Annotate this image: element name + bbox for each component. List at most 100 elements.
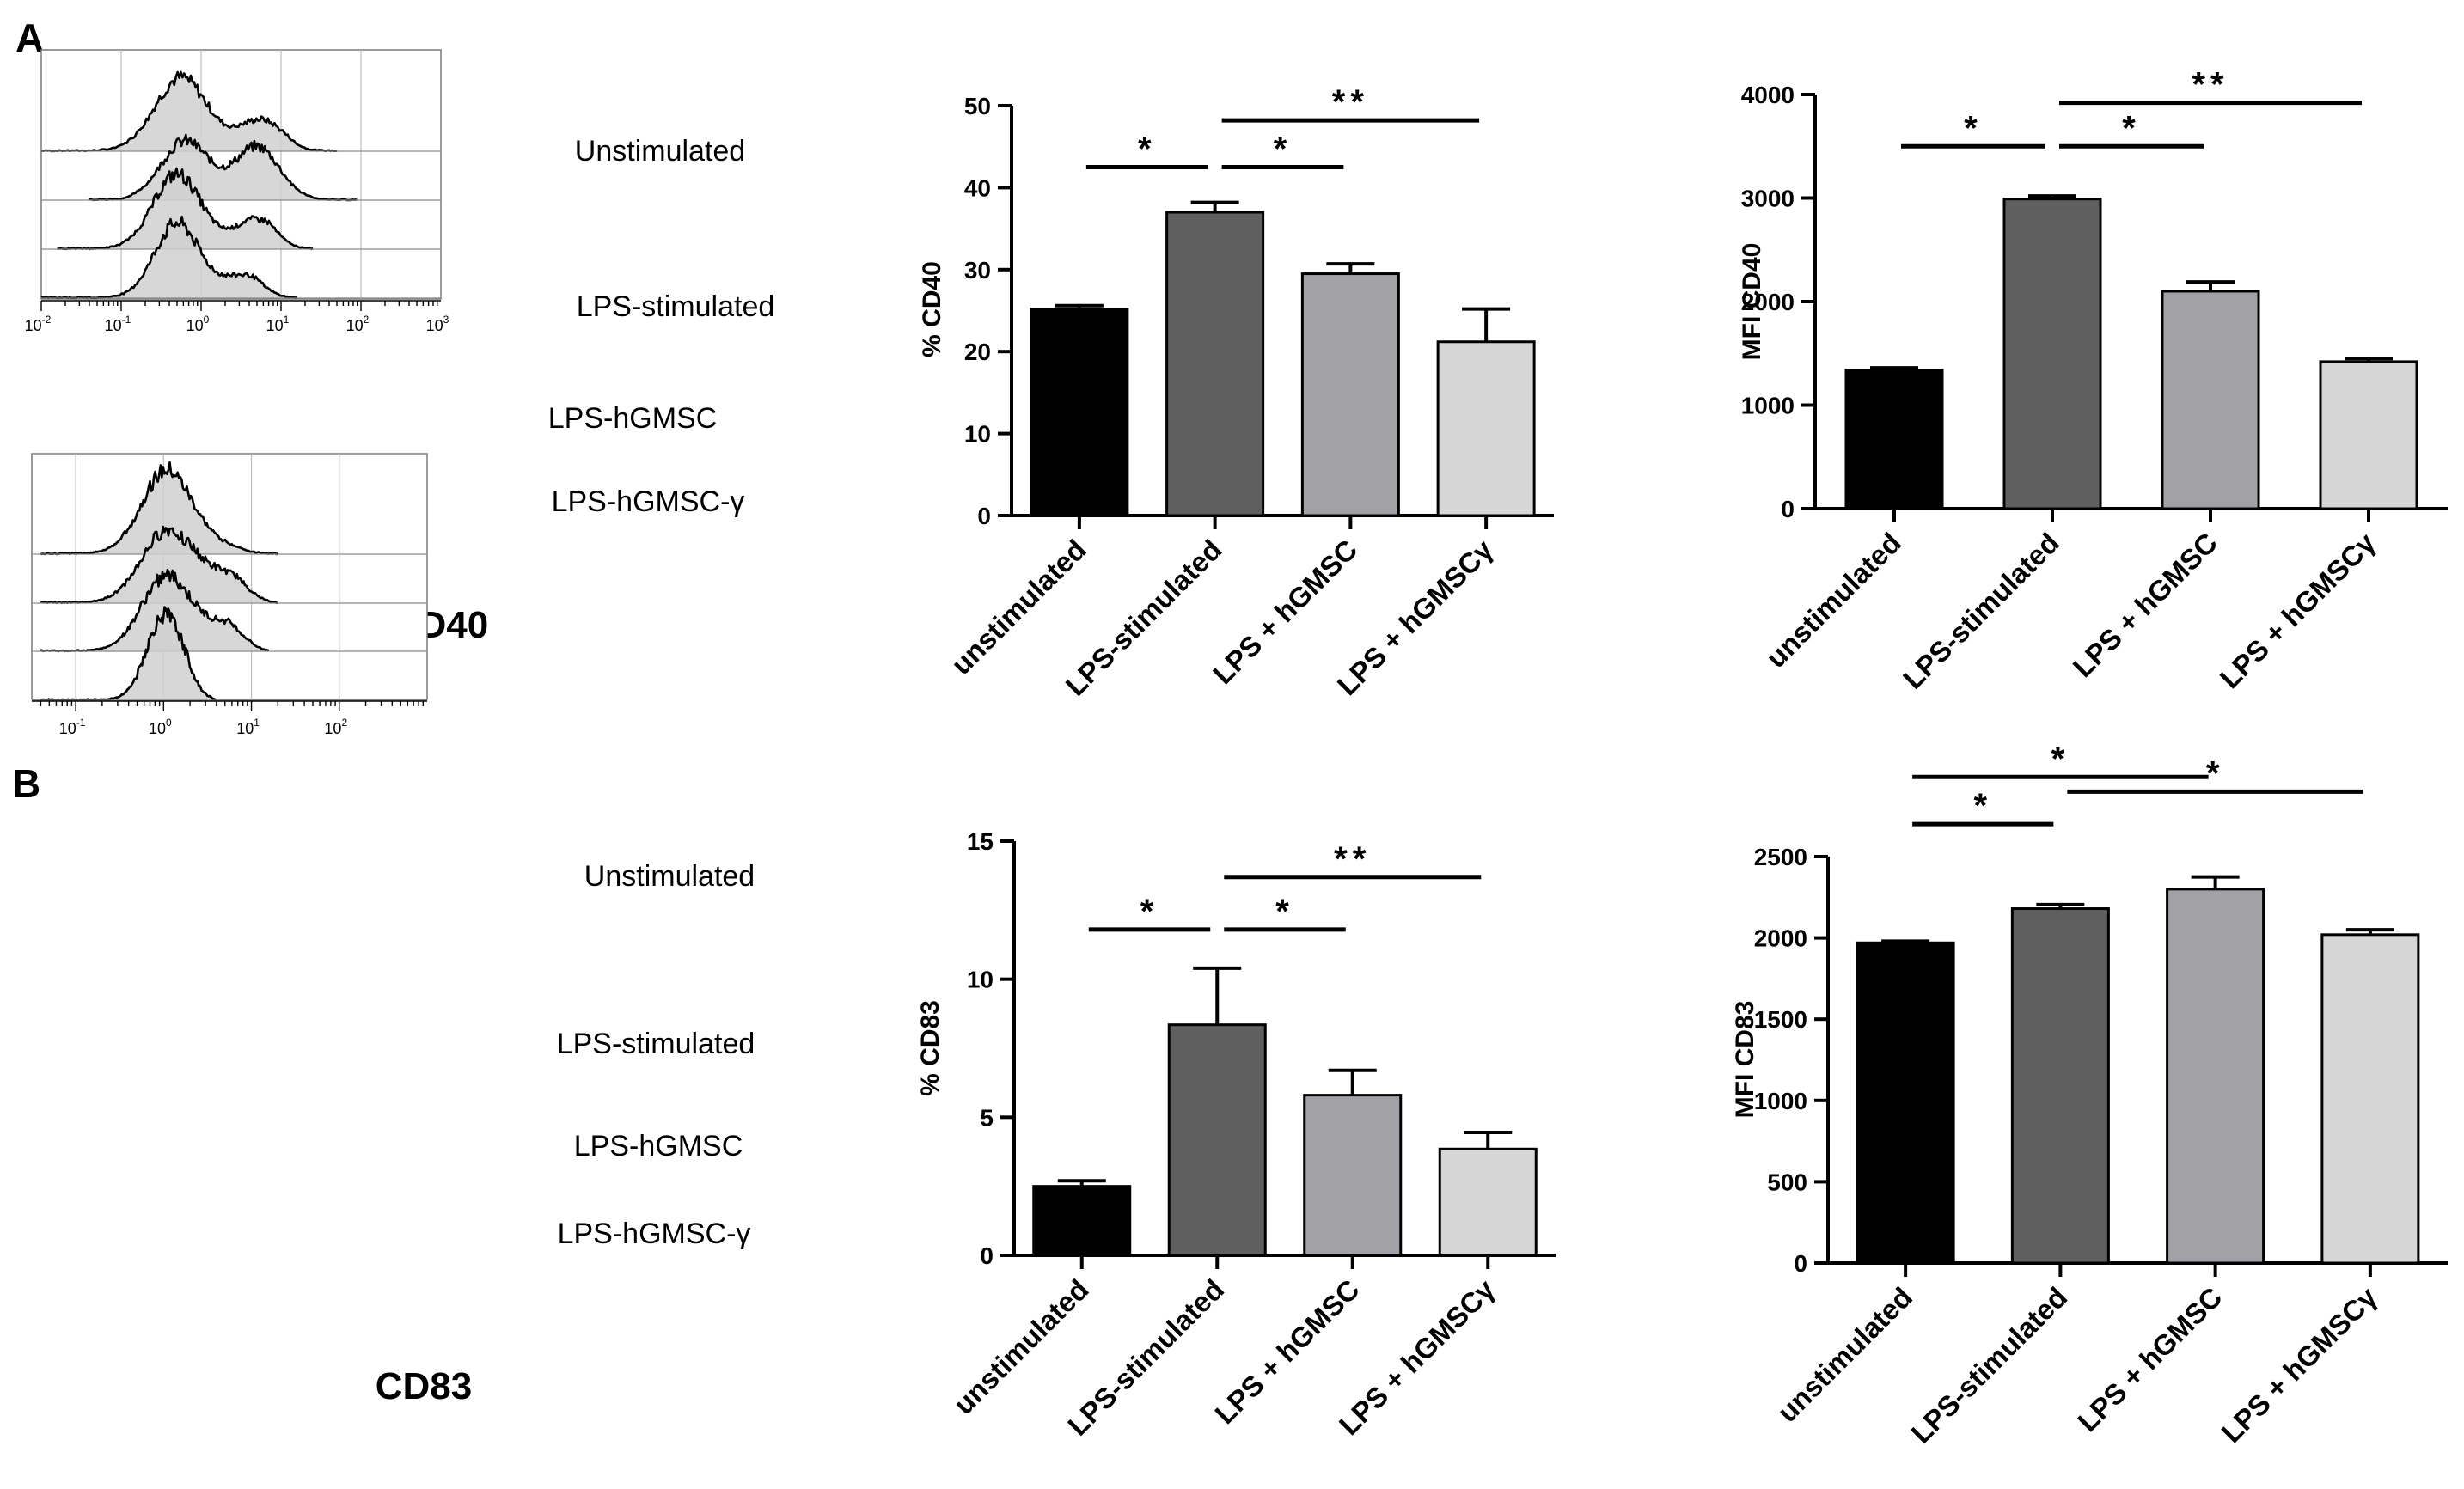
- significance-bracket-1: *: [1901, 109, 2045, 149]
- bar-unstimulated: [1032, 1185, 1132, 1257]
- category-label-lps-stimulated: LPS-stimulated: [1897, 527, 2065, 695]
- error-bar-lps-hgmscgamma: [2345, 928, 2394, 935]
- y-tick-label-percent-cd83: 15: [967, 828, 994, 855]
- y-tick-label-mfi-cd83: 2000: [1754, 925, 1807, 952]
- histogram-x-tick-label: 103: [426, 314, 449, 334]
- bar-lps-hgmsc: [2161, 290, 2260, 510]
- histogram-track-lps-stimulated: [32, 525, 427, 605]
- y-tick-label-percent-cd40: 10: [964, 421, 991, 448]
- bar-lps-hgmscgamma: [2320, 933, 2420, 1265]
- y-tick-label-mfi-cd83: 500: [1767, 1169, 1807, 1195]
- error-bar-unstimulated: [1870, 366, 1918, 370]
- y-tick-label-percent-cd40: 20: [964, 339, 991, 365]
- cd40-track-label-lps-hgmsc: LPS-hGMSC: [548, 402, 718, 435]
- cd40-histogram-tracks: [40, 70, 441, 300]
- cd40-track-label-lps-stimulated: LPS-stimulated: [577, 290, 775, 323]
- error-bar-lps-hgmscgamma: [1462, 307, 1511, 342]
- significance-marker: **: [1332, 83, 1369, 121]
- cd40-histogram-track-labels: Unstimulated LPS-stimulated LPS-hGMSC LP…: [548, 135, 775, 518]
- significance-bracket-1: *: [1912, 787, 2054, 827]
- significance-marker: *: [1275, 893, 1294, 931]
- category-label-lps-stimulated: LPS-stimulated: [1905, 1281, 2073, 1449]
- y-tick-label-mfi-cd83: 2500: [1754, 844, 1807, 870]
- histogram-x-tick-label: 10-1: [59, 717, 86, 737]
- bar-unstimulated: [1856, 941, 1955, 1265]
- bar-lps-stimulated: [1165, 211, 1265, 517]
- category-label-lps-hgmsc: LPS + hGMSC: [2071, 1281, 2228, 1437]
- bar-lps-hgmsc: [2166, 888, 2265, 1265]
- histogram-x-tick-label: 102: [324, 717, 347, 737]
- error-bar-unstimulated: [1057, 1179, 1106, 1187]
- error-bar-unstimulated: [1881, 939, 1930, 943]
- error-bar-lps-hgmsc: [2186, 280, 2235, 291]
- significance-marker: *: [1140, 893, 1159, 931]
- bar-lps-hgmscgamma: [2319, 360, 2418, 510]
- cd40-histogram-x-ticks: 10-2 10-1 100 101 102 103: [25, 300, 449, 334]
- y-tick-label-mfi-cd40: 3000: [1741, 186, 1795, 212]
- significance-bracket-3: **: [1221, 83, 1480, 123]
- bar-unstimulated: [1844, 369, 1944, 510]
- y-tick-label-percent-cd83: 0: [980, 1242, 994, 1269]
- y-tick-label-mfi-cd83: 1000: [1754, 1088, 1807, 1114]
- panel-letter-a: A: [15, 15, 44, 60]
- y-axis-label-percent-cd40: % CD40: [918, 261, 946, 357]
- significance-bracket-2: *: [2059, 109, 2204, 149]
- y-tick-label-percent-cd40: 0: [977, 503, 991, 529]
- cd83-histogram-track-labels: Unstimulated LPS-stimulated LPS-hGMSC LP…: [557, 860, 755, 1250]
- error-bar-lps-hgmscgamma: [2345, 357, 2393, 362]
- y-tick-label-percent-cd40: 50: [964, 93, 991, 119]
- y-tick-label-percent-cd40: 30: [964, 257, 991, 284]
- significance-bracket-2: *: [1912, 740, 2209, 779]
- histogram-track-lps-hgmsc-gamma: [40, 215, 441, 300]
- category-label-lps-hgmscgamma: LPS + hGMSCγ: [2215, 1280, 2383, 1449]
- significance-bracket-1: *: [1085, 131, 1208, 170]
- significance-marker: *: [2051, 740, 2070, 778]
- error-bar-lps-hgmsc: [1328, 1068, 1377, 1095]
- histogram-track-lps-stimulated: [41, 133, 441, 202]
- bar-lps-stimulated: [2002, 198, 2102, 510]
- significance-marker: *: [2122, 109, 2141, 147]
- histogram-x-tick-label: 101: [236, 717, 260, 737]
- cd83-histogram: Unstimulated LPS-stimulated LPS-hGMSC LP…: [31, 453, 755, 1407]
- y-tick-label-percent-cd83: 5: [980, 1104, 994, 1131]
- significance-bracket-1: *: [1088, 893, 1211, 932]
- significance-marker: **: [1334, 840, 1371, 878]
- significance-marker: *: [1973, 787, 1992, 825]
- significance-bracket-3: **: [2059, 66, 2362, 106]
- significance-marker: *: [1274, 131, 1293, 168]
- category-label-lps-hgmsc: LPS + hGMSC: [1208, 1273, 1365, 1430]
- bar-lps-stimulated: [1167, 1023, 1267, 1257]
- panel-letter-b: B: [12, 761, 40, 806]
- cd83-track-label-lps-hgmsc: LPS-hGMSC: [574, 1130, 743, 1163]
- bar-lps-hgmsc: [1300, 272, 1400, 517]
- cd40-track-label-unstimulated: Unstimulated: [575, 135, 745, 168]
- significance-marker: *: [1964, 109, 1983, 147]
- cd83-histogram-x-ticks: 10-1 100 101 102: [32, 700, 427, 737]
- category-label-lps-hgmsc: LPS + hGMSC: [2067, 527, 2223, 683]
- cd83-histogram-tracks: [32, 461, 427, 702]
- bar-lps-hgmscgamma: [1436, 340, 1536, 517]
- error-bar-lps-stimulated: [1193, 966, 1242, 1025]
- significance-marker: **: [2192, 66, 2229, 104]
- histogram-track-lps-hgmsc: [32, 568, 427, 653]
- category-label-unstimulated: unstimulated: [1771, 1281, 1918, 1428]
- y-tick-label-mfi-cd40: 4000: [1741, 82, 1795, 108]
- category-label-lps-hgmsc: LPS + hGMSC: [1207, 534, 1363, 690]
- error-bar-lps-hgmscgamma: [1464, 1131, 1513, 1150]
- histogram-x-tick-label: 102: [346, 314, 370, 334]
- cd83-track-label-lps-stimulated: LPS-stimulated: [557, 1028, 755, 1060]
- bar-lps-stimulated: [2010, 907, 2110, 1265]
- category-label-unstimulated: unstimulated: [947, 1273, 1094, 1420]
- significance-bracket-3: *: [2067, 754, 2363, 794]
- y-tick-label-mfi-cd83: 0: [1794, 1250, 1807, 1277]
- histogram-x-tick-label: 10-2: [25, 314, 52, 334]
- significance-marker: *: [1138, 131, 1157, 168]
- significance-bracket-2: *: [1221, 131, 1344, 170]
- y-tick-label-mfi-cd83: 1500: [1754, 1006, 1807, 1033]
- y-axis-label-mfi-cd40: MFI CD40: [1738, 243, 1766, 361]
- error-bar-lps-stimulated: [1190, 200, 1239, 213]
- significance-bracket-3: **: [1224, 840, 1482, 880]
